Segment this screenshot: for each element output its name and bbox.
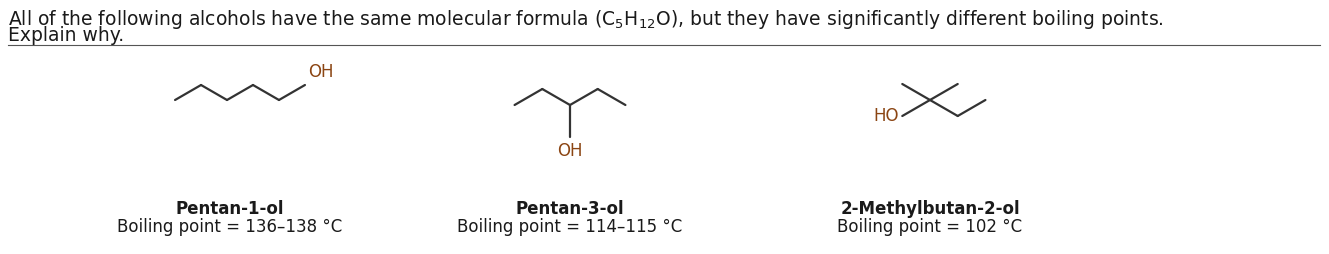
Text: 2-Methylbutan-2-ol: 2-Methylbutan-2-ol [840,200,1019,218]
Text: Boiling point = 136–138 °C: Boiling point = 136–138 °C [117,218,343,236]
Text: OH: OH [557,142,582,160]
Text: OH: OH [308,63,334,81]
Text: Boiling point = 102 °C: Boiling point = 102 °C [837,218,1022,236]
Text: Explain why.: Explain why. [8,26,124,45]
Text: HO: HO [873,107,900,125]
Text: Pentan-3-ol: Pentan-3-ol [516,200,625,218]
Text: Boiling point = 114–115 °C: Boiling point = 114–115 °C [457,218,683,236]
Text: Pentan-1-ol: Pentan-1-ol [175,200,284,218]
Text: All of the following alcohols have the same molecular formula (C$_5$H$_{12}$O), : All of the following alcohols have the s… [8,8,1164,31]
